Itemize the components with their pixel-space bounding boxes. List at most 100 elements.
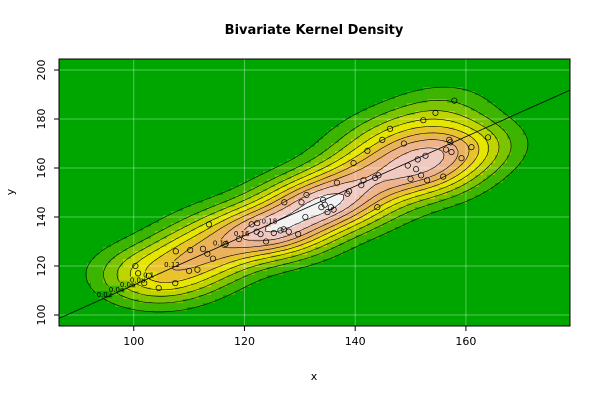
density-cell: [255, 91, 260, 96]
density-cell: [223, 59, 228, 64]
density-cell: [127, 79, 132, 84]
density-cell: [443, 95, 448, 100]
density-cell: [331, 99, 336, 104]
density-cell: [163, 183, 168, 188]
density-cell: [207, 135, 212, 140]
density-cell: [335, 79, 340, 84]
density-cell: [563, 127, 568, 132]
density-cell: [239, 203, 244, 208]
density-cell: [59, 123, 64, 128]
density-cell: [331, 183, 336, 188]
density-cell: [263, 175, 268, 180]
density-cell: [223, 175, 228, 180]
density-cell: [187, 87, 192, 92]
density-cell: [423, 111, 428, 116]
density-cell: [219, 71, 224, 76]
density-cell: [87, 83, 92, 88]
density-cell: [263, 79, 268, 84]
density-cell: [219, 135, 224, 140]
density-cell: [363, 179, 368, 184]
density-cell: [111, 191, 116, 196]
density-cell: [359, 71, 364, 76]
density-cell: [107, 183, 112, 188]
density-cell: [383, 183, 388, 188]
density-cell: [95, 111, 100, 116]
density-cell: [111, 131, 116, 136]
density-cell: [179, 163, 184, 168]
density-cell: [487, 107, 492, 112]
density-cell: [63, 63, 68, 68]
density-cell: [495, 87, 500, 92]
density-cell: [335, 179, 340, 184]
density-cell: [207, 99, 212, 104]
density-cell: [227, 159, 232, 164]
density-cell: [231, 179, 236, 184]
density-cell: [59, 187, 64, 192]
density-cell: [475, 167, 480, 172]
density-cell: [207, 199, 212, 204]
density-cell: [327, 59, 332, 64]
density-cell: [551, 115, 556, 120]
density-cell: [271, 203, 276, 208]
density-cell: [319, 95, 324, 100]
density-cell: [107, 111, 112, 116]
density-cell: [551, 135, 556, 140]
density-cell: [163, 155, 168, 160]
density-cell: [515, 119, 520, 124]
density-cell: [175, 75, 180, 80]
density-cell: [123, 87, 128, 92]
density-cell: [155, 139, 160, 144]
density-cell: [511, 175, 516, 180]
density-cell: [463, 71, 468, 76]
density-cell: [215, 163, 220, 168]
density-cell: [103, 183, 108, 188]
density-cell: [67, 67, 72, 72]
density-cell: [135, 159, 140, 164]
density-cell: [431, 79, 436, 84]
density-cell: [411, 155, 416, 160]
density-cell: [527, 67, 532, 72]
density-cell: [487, 199, 492, 204]
density-cell: [371, 211, 376, 216]
density-cell: [327, 63, 332, 68]
density-cell: [535, 143, 540, 148]
density-cell: [299, 167, 304, 172]
density-cell: [99, 75, 104, 80]
density-cell: [475, 187, 480, 192]
density-cell: [459, 79, 464, 84]
density-cell: [103, 187, 108, 192]
density-cell: [559, 75, 564, 80]
density-cell: [527, 159, 532, 164]
density-cell: [399, 175, 404, 180]
density-cell: [115, 175, 120, 180]
density-cell: [515, 175, 520, 180]
density-cell: [319, 99, 324, 104]
density-cell: [75, 151, 80, 156]
density-cell: [139, 191, 144, 196]
density-cell: [335, 115, 340, 120]
density-cell: [383, 75, 388, 80]
density-cell: [499, 111, 504, 116]
density-cell: [503, 183, 508, 188]
density-cell: [303, 115, 308, 120]
density-cell: [259, 79, 264, 84]
density-cell: [459, 115, 464, 120]
density-cell: [331, 119, 336, 124]
density-cell: [387, 95, 392, 100]
density-cell: [107, 67, 112, 72]
density-cell: [119, 179, 124, 184]
density-cell: [551, 199, 556, 204]
density-cell: [283, 211, 288, 216]
density-cell: [399, 199, 404, 204]
density-cell: [279, 171, 284, 176]
density-cell: [179, 71, 184, 76]
density-cell: [115, 127, 120, 132]
density-cell: [283, 63, 288, 68]
density-cell: [327, 115, 332, 120]
density-cell: [279, 103, 284, 108]
density-cell: [163, 203, 168, 208]
density-cell: [311, 179, 316, 184]
density-cell: [519, 111, 524, 116]
density-cell: [351, 107, 356, 112]
density-cell: [107, 119, 112, 124]
